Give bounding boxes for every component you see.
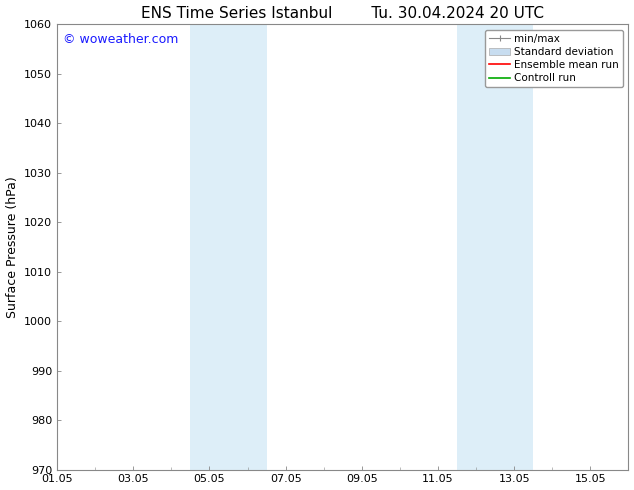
Text: © woweather.com: © woweather.com (63, 33, 178, 47)
Title: ENS Time Series Istanbul        Tu. 30.04.2024 20 UTC: ENS Time Series Istanbul Tu. 30.04.2024 … (141, 5, 544, 21)
Legend: min/max, Standard deviation, Ensemble mean run, Controll run: min/max, Standard deviation, Ensemble me… (485, 30, 623, 87)
Y-axis label: Surface Pressure (hPa): Surface Pressure (hPa) (6, 176, 18, 318)
Bar (457, 24, 533, 469)
Bar (190, 24, 266, 469)
